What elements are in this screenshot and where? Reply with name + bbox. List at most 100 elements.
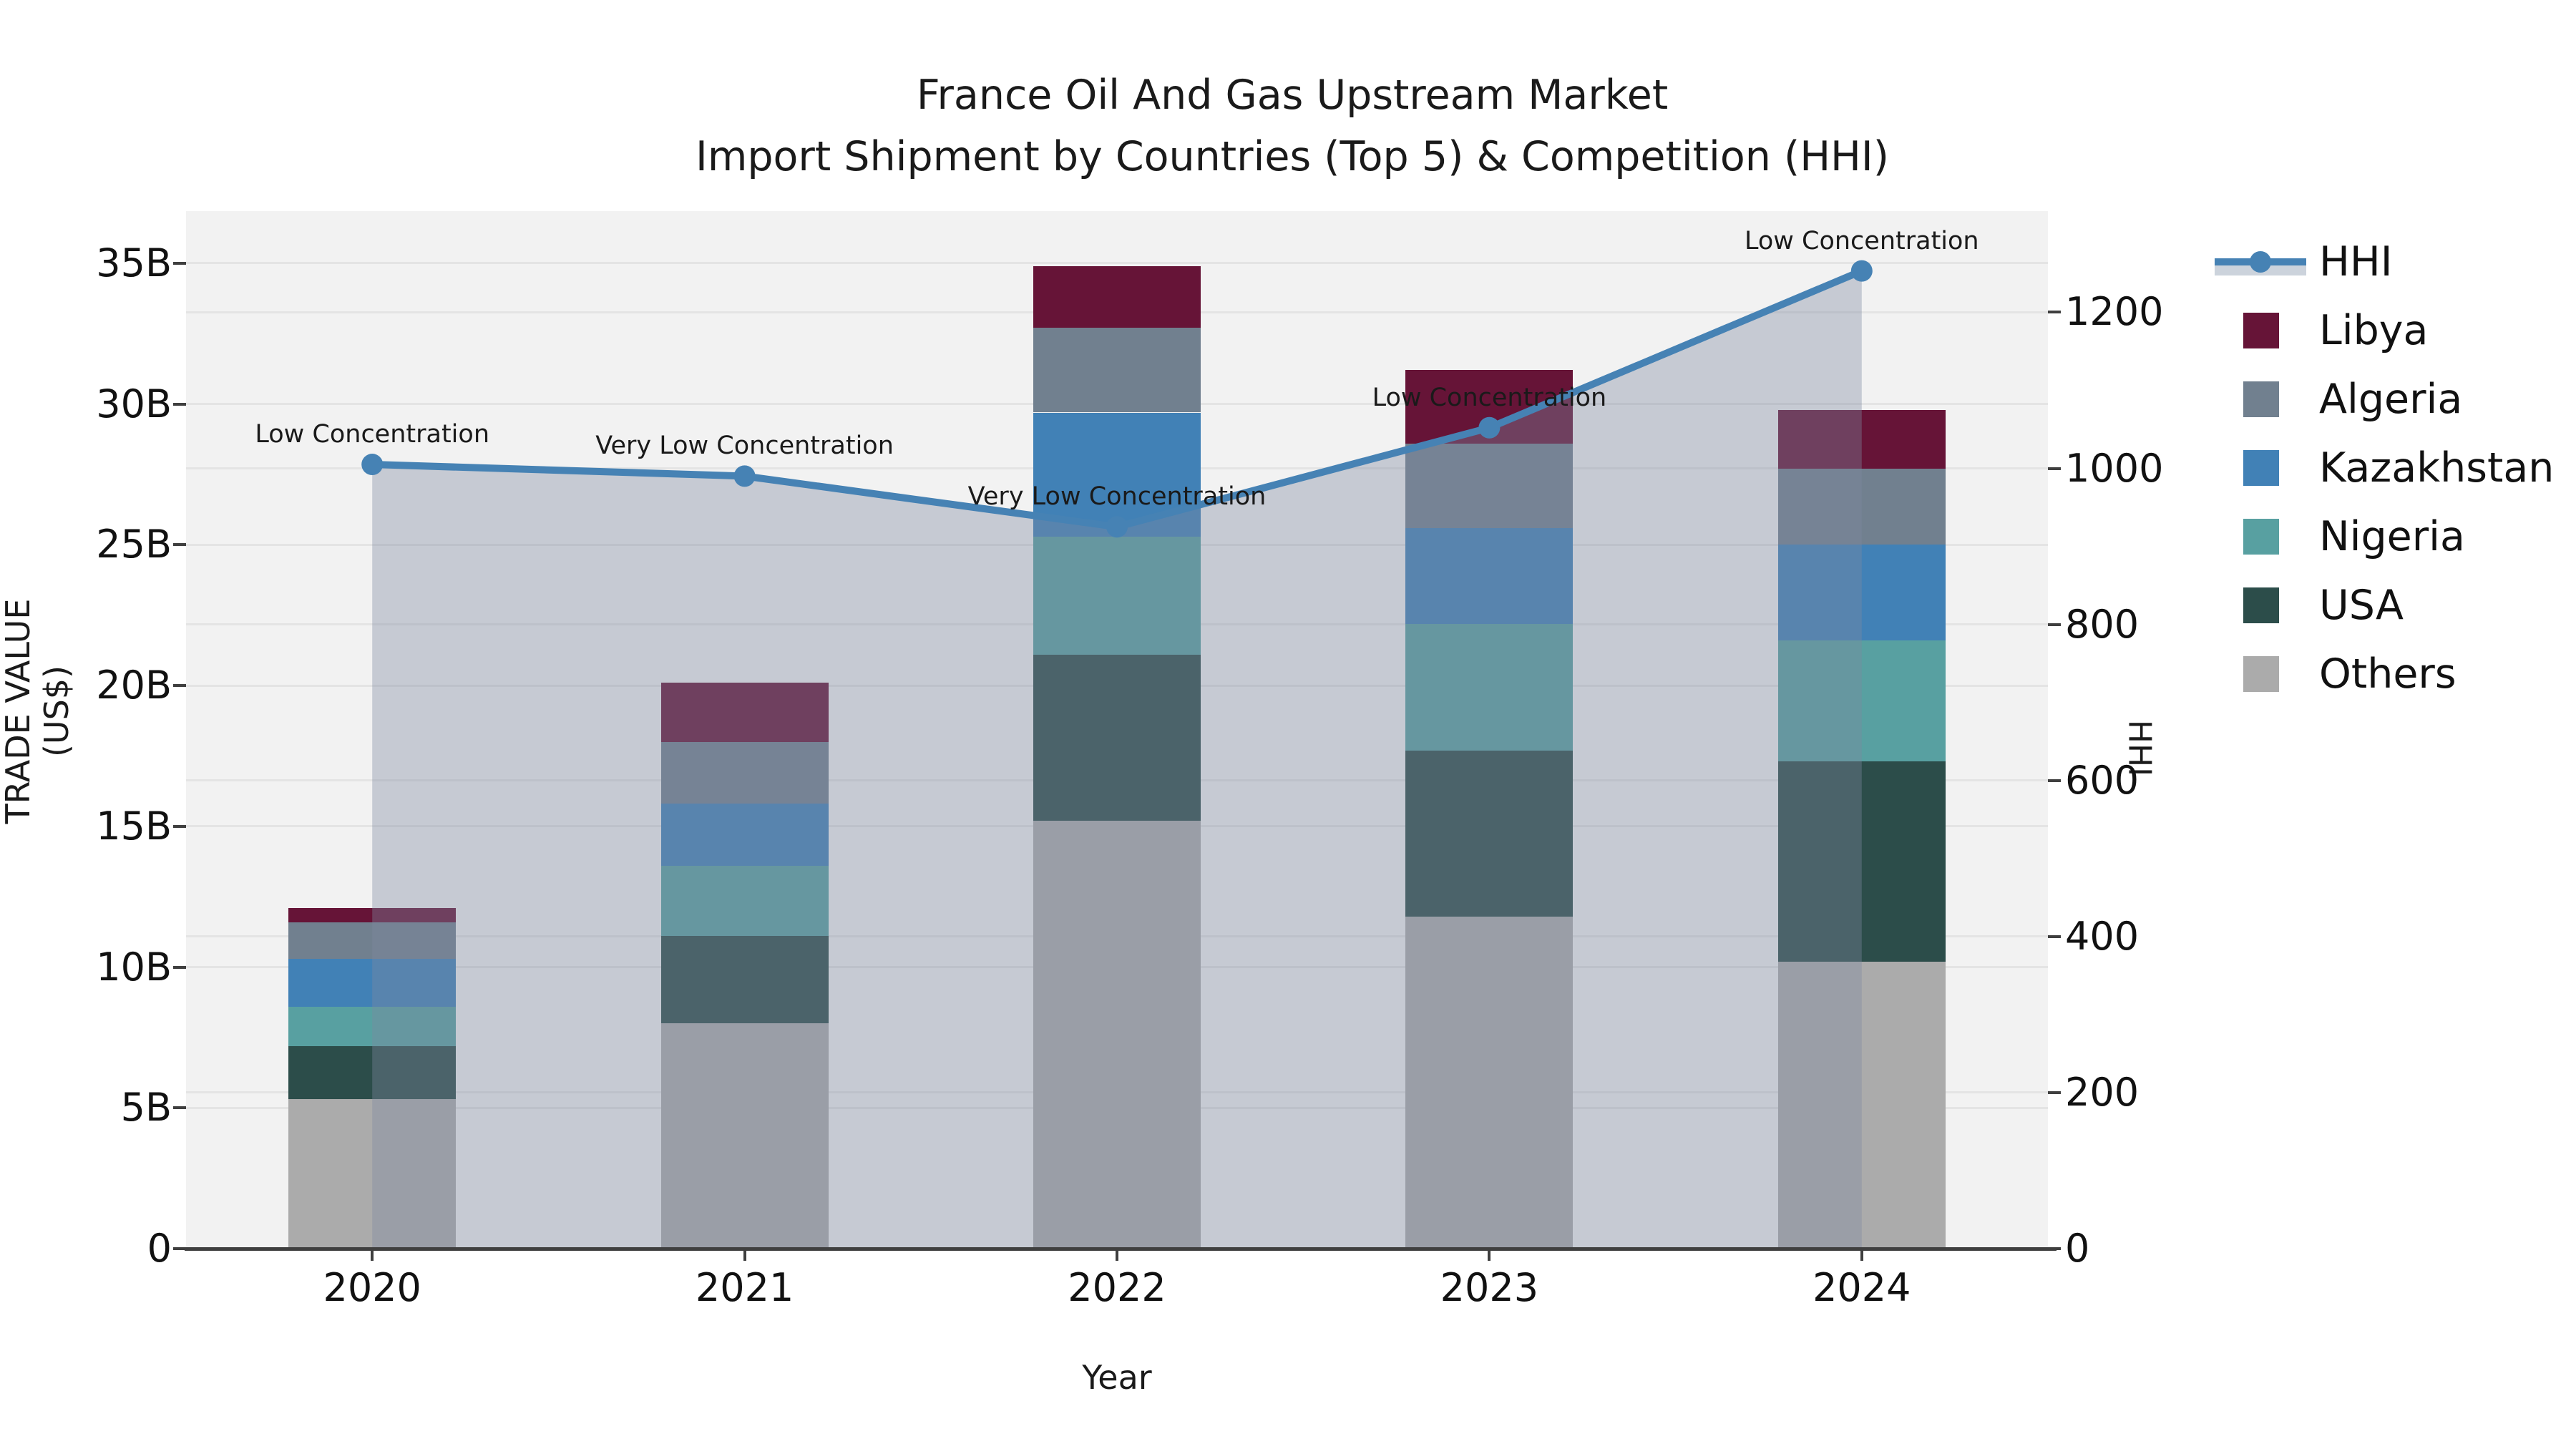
y-right-tick-label: 400	[2065, 913, 2140, 959]
y-right-tick-label: 1200	[2065, 289, 2164, 335]
bar-segment-usa-2022	[1033, 654, 1201, 821]
annotation-2024: Low Concentration	[1744, 226, 1979, 255]
bar-segment-libya-2024	[1777, 409, 1946, 469]
bar-segment-others-2023	[1405, 916, 1574, 1249]
bar-segment-usa-2020	[288, 1045, 457, 1100]
y-right-tick-mark	[2048, 1091, 2061, 1094]
y-left-tick-mark	[173, 402, 186, 406]
plot-area	[186, 211, 2048, 1249]
annotation-2020: Low Concentration	[255, 420, 490, 449]
legend-swatch-nigeria	[2243, 519, 2279, 555]
bar-segment-nigeria-2021	[660, 865, 829, 937]
bar-segment-nigeria-2020	[288, 1006, 457, 1046]
legend-label: Libya	[2319, 307, 2429, 354]
bar-segment-usa-2024	[1777, 761, 1946, 962]
x-tick-label-2021: 2021	[695, 1265, 794, 1310]
annotation-2023: Low Concentration	[1372, 383, 1607, 412]
bar-segment-kazakhstan-2020	[288, 958, 457, 1007]
hhi-marker-2021	[733, 465, 756, 487]
y-right-tick-mark	[2048, 779, 2061, 782]
y-axis-title-right: HHI	[2121, 719, 2158, 777]
x-tick-label-2024: 2024	[1813, 1265, 1911, 1310]
y-left-tick-label: 0	[147, 1226, 172, 1271]
bar-segment-others-2021	[660, 1023, 829, 1249]
y-left-tick-mark	[173, 261, 186, 265]
bar-segment-libya-2020	[288, 907, 457, 922]
bar-segment-others-2022	[1033, 820, 1201, 1249]
bar-segment-kazakhstan-2023	[1405, 527, 1574, 624]
hhi-marker-2020	[361, 454, 384, 476]
legend-swatch-libya	[2243, 313, 2279, 348]
bar-segment-others-2020	[288, 1099, 457, 1249]
bar-segment-algeria-2023	[1405, 443, 1574, 528]
x-tick-mark	[1860, 1249, 1863, 1261]
bar-segment-usa-2023	[1405, 750, 1574, 917]
y-left-tick-label: 5B	[120, 1085, 172, 1131]
bar-segment-usa-2021	[660, 936, 829, 1024]
bar-segment-kazakhstan-2024	[1777, 545, 1946, 641]
hhi-legend-line-icon	[2215, 244, 2306, 280]
y-right-tick-mark	[2048, 467, 2061, 470]
bar-segment-nigeria-2024	[1777, 640, 1946, 762]
y-right-tick-mark	[2048, 935, 2061, 938]
legend-label: Kazakhstan	[2319, 444, 2555, 492]
x-tick-label-2020: 2020	[323, 1265, 421, 1310]
bar-segment-algeria-2022	[1033, 328, 1201, 413]
legend-swatch-others	[2243, 656, 2279, 692]
legend-label: Others	[2319, 650, 2457, 698]
y-right-tick-label: 800	[2065, 601, 2140, 647]
x-axis-title: Year	[1082, 1358, 1152, 1397]
y-right-tick-label: 200	[2065, 1069, 2140, 1115]
bar-segment-others-2024	[1777, 961, 1946, 1249]
y-left-tick-mark	[173, 824, 186, 828]
y-right-tick-mark	[2048, 311, 2061, 314]
bar-segment-algeria-2024	[1777, 469, 1946, 545]
y-left-tick-label: 30B	[96, 381, 172, 426]
y-right-tick-label: 0	[2065, 1226, 2090, 1271]
hhi-area-fill	[372, 270, 1862, 1249]
gridline-trade-value	[186, 262, 2048, 265]
legend-swatch-usa	[2243, 587, 2279, 623]
y-left-tick-label: 20B	[96, 663, 172, 708]
x-tick-mark	[371, 1249, 374, 1261]
y-right-tick-mark	[2048, 623, 2061, 626]
legend-swatch-kazakhstan	[2243, 450, 2279, 486]
y-left-tick-mark	[173, 1106, 186, 1110]
y-left-tick-mark	[173, 1247, 186, 1250]
bar-segment-nigeria-2023	[1405, 623, 1574, 751]
bar-segment-algeria-2020	[288, 922, 457, 959]
x-tick-mark	[1116, 1249, 1118, 1261]
bar-segment-libya-2021	[660, 683, 829, 742]
legend-item-libya: Libya	[2215, 296, 2572, 365]
legend-swatch-algeria	[2243, 381, 2279, 417]
legend-item-others: Others	[2215, 640, 2572, 708]
legend: HHI Libya Algeria Kazakhstan Nigeria USA Other…	[2215, 228, 2572, 708]
hhi-marker-2022	[1106, 516, 1128, 538]
legend-item-usa: USA	[2215, 571, 2572, 640]
x-tick-mark	[743, 1249, 746, 1261]
annotation-2022: Very Low Concentration	[967, 482, 1267, 512]
chart-title: France Oil And Gas Upstream Market	[916, 72, 1669, 119]
bar-segment-algeria-2021	[660, 741, 829, 804]
hhi-marker-2024	[1850, 260, 1873, 282]
x-tick-label-2022: 2022	[1068, 1265, 1166, 1310]
annotation-2021: Very Low Concentration	[595, 431, 894, 461]
y-left-tick-label: 10B	[96, 944, 172, 990]
y-left-tick-label: 35B	[96, 240, 172, 286]
y-left-tick-mark	[173, 543, 186, 547]
hhi-line-layer	[361, 260, 1873, 1249]
bar-segment-libya-2022	[1033, 265, 1201, 328]
y-right-tick-label: 600	[2065, 757, 2140, 803]
y-left-tick-label: 25B	[96, 522, 172, 567]
bar-segment-kazakhstan-2021	[660, 804, 829, 866]
legend-item-nigeria: Nigeria	[2215, 502, 2572, 571]
bar-segment-nigeria-2022	[1033, 536, 1201, 655]
legend-item-algeria: Algeria	[2215, 365, 2572, 434]
chart-subtitle: Import Shipment by Countries (Top 5) & C…	[696, 133, 1889, 180]
y-left-tick-mark	[173, 684, 186, 688]
legend-item-hhi: HHI	[2215, 228, 2572, 296]
legend-label: Algeria	[2319, 376, 2463, 423]
y-right-tick-label: 1000	[2065, 445, 2164, 491]
legend-item-kazakhstan: Kazakhstan	[2215, 434, 2572, 502]
y-left-tick-label: 15B	[96, 803, 172, 849]
